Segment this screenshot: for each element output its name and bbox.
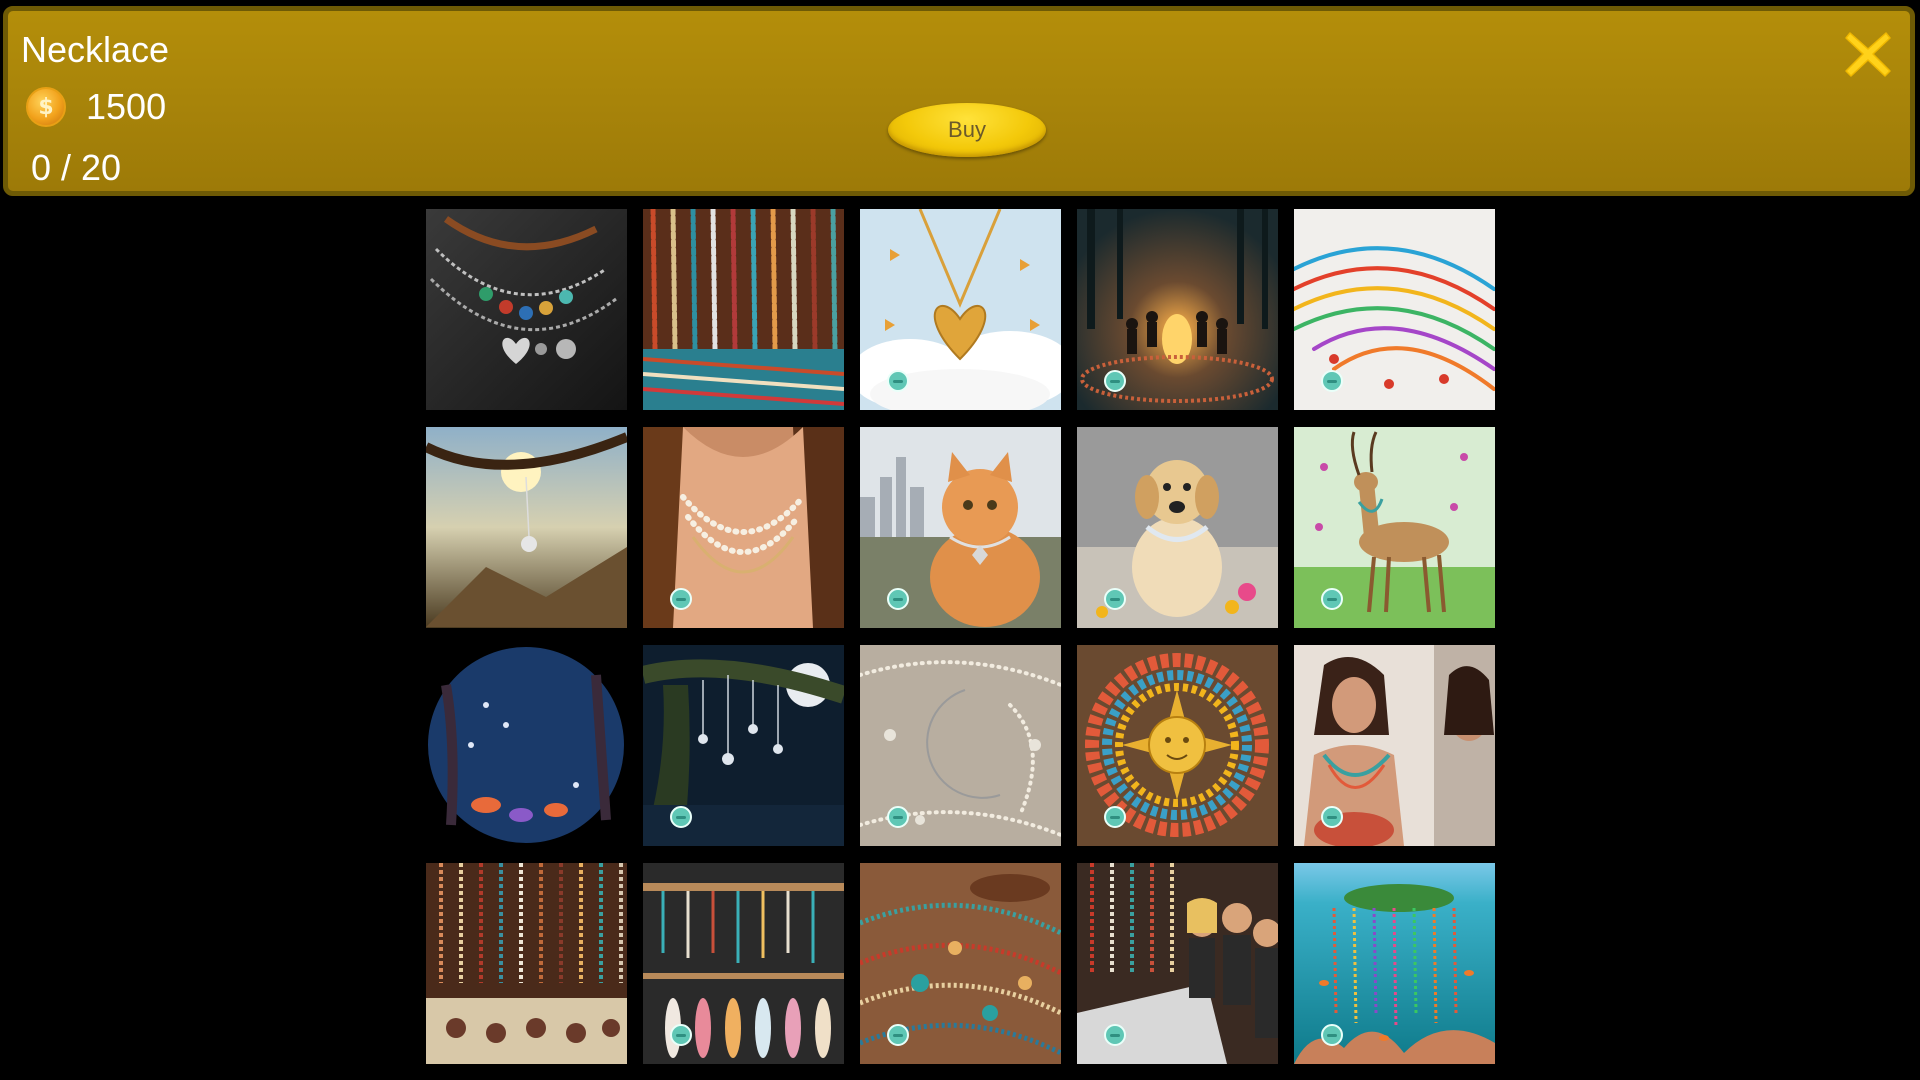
- moon-mushroom-forest-image: [426, 645, 627, 846]
- necklace-card[interactable]: moon-mushroom-forest: [426, 645, 627, 846]
- badge-icon: [887, 370, 909, 392]
- bead-necklace-stall-image: [643, 209, 844, 410]
- necklace-card[interactable]: bead-pile-table: [860, 863, 1061, 1064]
- necklace-card[interactable]: underwater-island-necklaces: [1294, 863, 1495, 1064]
- badge-icon: [1321, 1024, 1343, 1046]
- necklace-card[interactable]: market-wall-necklaces: [426, 863, 627, 1064]
- badge-icon: [1321, 370, 1343, 392]
- badge-icon: [1104, 588, 1126, 610]
- necklace-card[interactable]: dog-with-necklace: [1077, 427, 1278, 628]
- bead-pile-table-image: [860, 863, 1061, 1064]
- necklace-card[interactable]: pearl-choker-neck: [643, 427, 844, 628]
- badge-icon: [887, 806, 909, 828]
- colorful-string-necklaces-image: [1294, 209, 1495, 410]
- necklace-card[interactable]: gold-heart-clouds: [860, 209, 1061, 410]
- price-row: $ 1500: [26, 85, 166, 129]
- badge-icon: [1104, 370, 1126, 392]
- badge-icon: [1321, 806, 1343, 828]
- underwater-island-necklaces-image: [1294, 863, 1495, 1064]
- necklace-card[interactable]: silver-crescent-moon: [860, 645, 1061, 846]
- necklace-card[interactable]: forest-fire-dance: [1077, 209, 1278, 410]
- necklace-card[interactable]: market-shoppers: [1077, 863, 1278, 1064]
- necklace-card[interactable]: woman-mirror-necklace: [1294, 645, 1495, 846]
- necklace-card[interactable]: cat-with-necklace: [860, 427, 1061, 628]
- shop-header-panel: Necklace $ 1500 0 / 20 Buy: [3, 6, 1915, 196]
- necklace-card[interactable]: colorful-string-necklaces: [1294, 209, 1495, 410]
- necklace-card[interactable]: feather-necklace-rack: [643, 863, 844, 1064]
- cat-with-necklace-image: [860, 427, 1061, 628]
- leather-silver-necklaces-image: [426, 209, 627, 410]
- necklace-card[interactable]: moonlit-tree-pendants: [643, 645, 844, 846]
- market-wall-necklaces-image: [426, 863, 627, 1064]
- coin-icon: $: [26, 87, 66, 127]
- necklace-card[interactable]: bead-necklace-stall: [643, 209, 844, 410]
- forest-fire-dance-image: [1077, 209, 1278, 410]
- buy-button[interactable]: Buy: [888, 103, 1046, 157]
- item-title: Necklace: [21, 29, 170, 70]
- badge-icon: [1104, 1024, 1126, 1046]
- badge-icon: [887, 588, 909, 610]
- necklace-card[interactable]: gazelle-with-necklace: [1294, 427, 1495, 628]
- badge-icon: [670, 806, 692, 828]
- badge-icon: [670, 1024, 692, 1046]
- collection-progress: 0 / 20: [31, 147, 122, 188]
- necklace-card[interactable]: pendant-on-branch-sunset: [426, 427, 627, 628]
- necklace-card-grid: leather-silver-necklaces bead-necklace-s…: [426, 209, 1496, 1064]
- necklace-card[interactable]: sun-face-beads: [1077, 645, 1278, 846]
- price-value: 1500: [86, 86, 167, 127]
- badge-icon: [1104, 806, 1126, 828]
- badge-icon: [1321, 588, 1343, 610]
- pendant-on-branch-sunset-image: [426, 427, 627, 628]
- badge-icon: [887, 1024, 909, 1046]
- necklace-card[interactable]: leather-silver-necklaces: [426, 209, 627, 410]
- badge-icon: [670, 588, 692, 610]
- close-x-icon[interactable]: [1840, 25, 1896, 81]
